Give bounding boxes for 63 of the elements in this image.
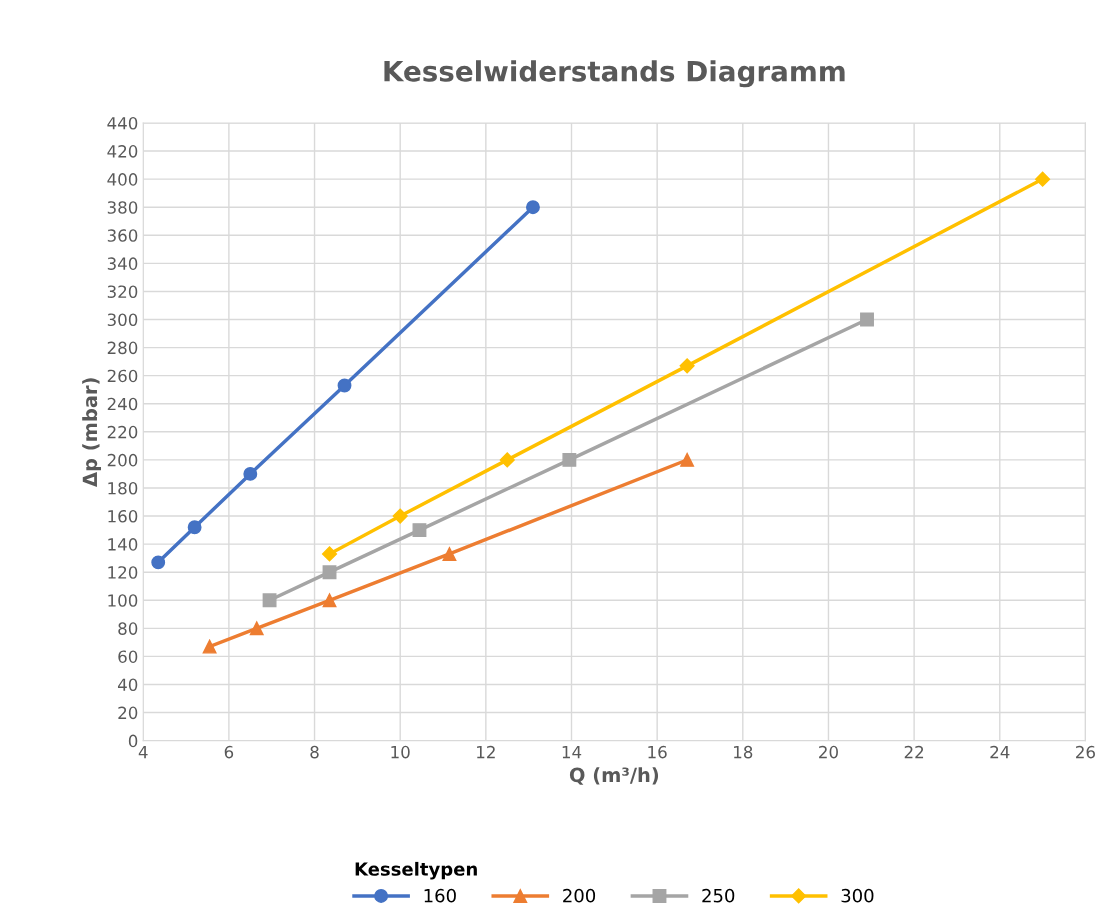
x-tick-label: 16 (648, 745, 667, 759)
y-tick-label: 400 (107, 173, 138, 186)
x-tick-label: 18 (734, 745, 753, 759)
y-tick-label: 340 (107, 257, 138, 270)
point (337, 378, 352, 393)
point (321, 546, 338, 562)
x-tick-label: 6 (224, 745, 234, 759)
point (1035, 171, 1051, 187)
chart-title: Kesselwiderstands Diagramm (384, 60, 845, 88)
point (187, 520, 202, 535)
x-tick-label: 22 (904, 745, 924, 759)
point (249, 621, 264, 636)
point (499, 452, 515, 468)
x-axis-title: Q (m³/h) (569, 767, 659, 785)
point (860, 312, 874, 327)
y-tick-label: 80 (118, 622, 138, 635)
y-tick-label: 40 (117, 678, 138, 692)
point (526, 200, 540, 215)
point (202, 639, 217, 654)
y-axis-title: Δp (mbar) (82, 378, 101, 487)
x-tick-label: 14 (562, 746, 582, 759)
x-tick-label: 12 (477, 745, 495, 759)
point (442, 546, 457, 561)
x-tick-label: 4 (138, 746, 148, 759)
point (680, 452, 695, 467)
y-tick-label: 20 (118, 706, 138, 720)
y-tick-label: 100 (108, 594, 138, 607)
point (243, 466, 258, 481)
point (679, 358, 695, 374)
y-tick-label: 60 (118, 650, 138, 663)
y-tick-label: 360 (107, 229, 138, 242)
y-tick-label: 440 (107, 116, 138, 130)
y-tick-label: 160 (108, 510, 138, 523)
y-tick-label: 0 (128, 734, 138, 748)
y-tick-label: 280 (107, 341, 138, 355)
point (412, 523, 427, 538)
x-tick-label: 8 (310, 745, 319, 759)
y-tick-label: 260 (107, 369, 138, 383)
point (392, 508, 408, 524)
legend-label: 300 (841, 888, 874, 903)
legend-label: 200 (563, 888, 596, 903)
y-tick-label: 180 (108, 481, 138, 495)
point (322, 593, 337, 608)
x-tick-label: 10 (391, 745, 410, 759)
y-tick-label: 140 (108, 538, 138, 551)
point (262, 593, 277, 608)
y-tick-label: 200 (107, 453, 138, 467)
x-tick-label: 26 (1076, 745, 1095, 759)
y-tick-label: 120 (108, 566, 138, 579)
y-tick-label: 380 (107, 201, 138, 214)
x-tick-label: 24 (990, 745, 1010, 759)
legend-label: 160 (424, 888, 456, 903)
y-tick-label: 220 (107, 425, 138, 439)
y-tick-label: 420 (107, 145, 138, 158)
y-tick-label: 300 (107, 313, 138, 327)
y-tick-label: 320 (107, 285, 138, 299)
legend-title: Kesseltypen (355, 861, 477, 880)
legend-label: 250 (702, 888, 735, 903)
point (562, 452, 577, 467)
y-tick-label: 240 (107, 397, 138, 411)
point (322, 565, 337, 580)
x-tick-label: 20 (819, 745, 838, 759)
point (151, 555, 166, 570)
